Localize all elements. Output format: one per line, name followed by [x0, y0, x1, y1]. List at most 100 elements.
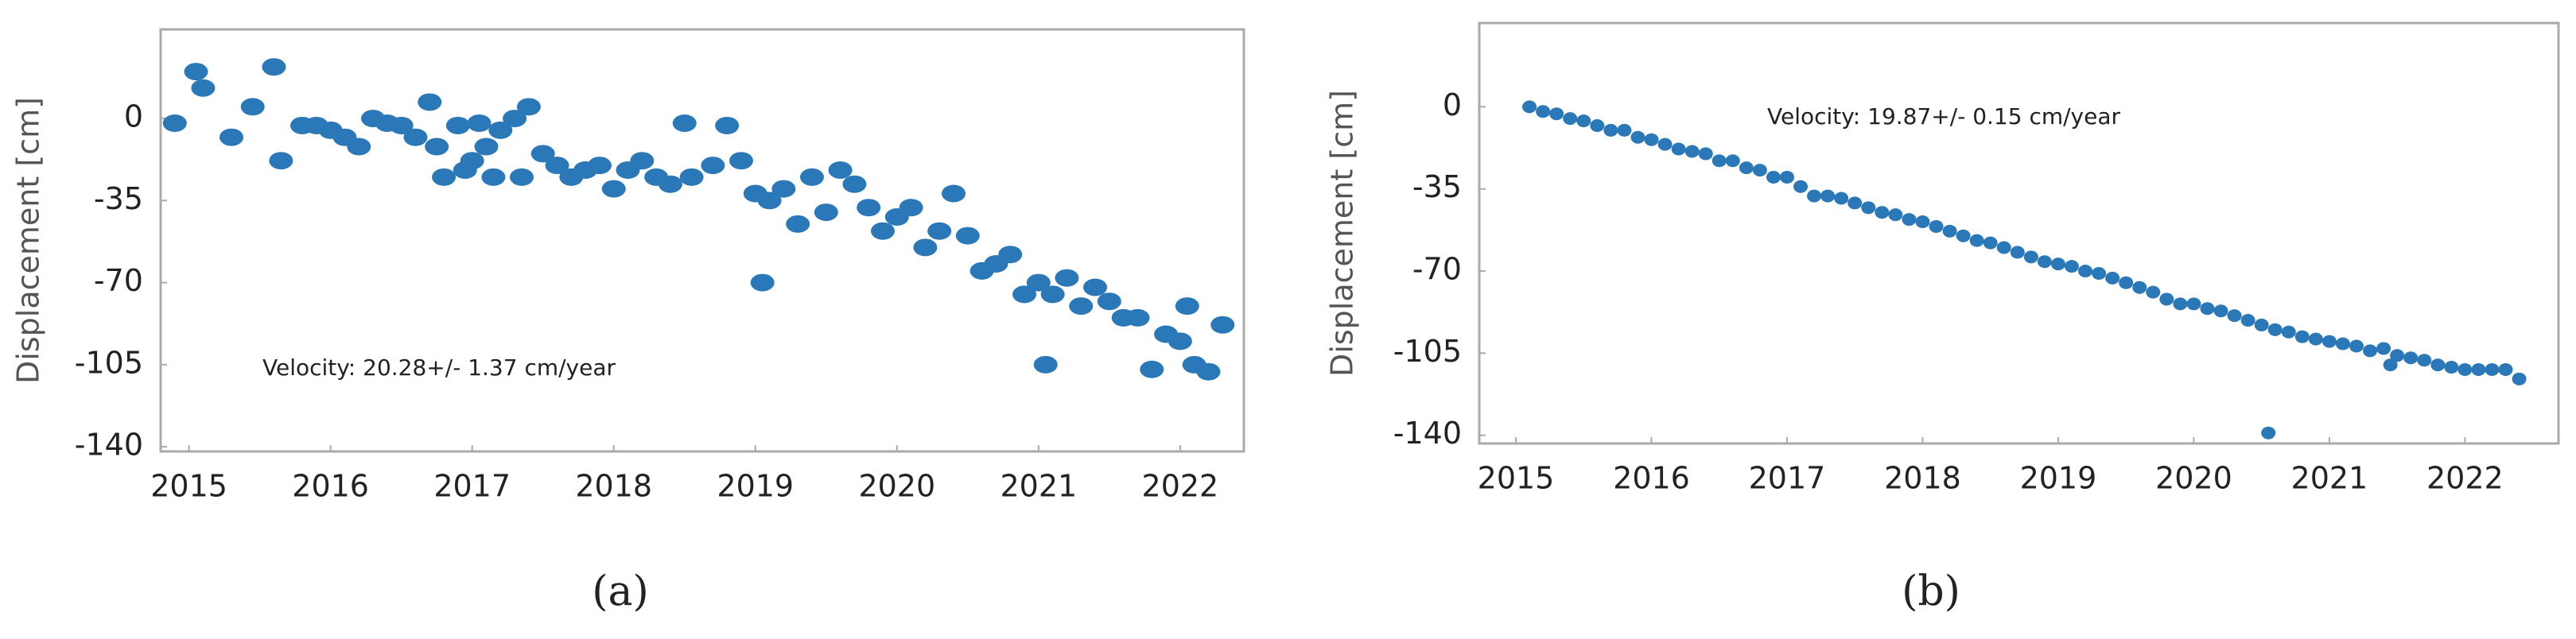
data-point: [899, 199, 923, 217]
data-point: [871, 222, 895, 240]
data-point: [467, 114, 491, 132]
data-point: [240, 98, 265, 116]
data-point: [587, 157, 612, 175]
data-point: [2213, 304, 2228, 318]
data-point: [2261, 426, 2276, 440]
y-tick-label: 0: [1443, 87, 1462, 122]
x-tick-label: 2017: [433, 469, 511, 504]
data-point: [1929, 219, 1944, 233]
data-point: [530, 145, 555, 163]
data-point: [658, 175, 682, 193]
data-point: [545, 157, 569, 175]
data-point: [1012, 285, 1037, 304]
data-point: [1040, 285, 1065, 304]
data-point: [2173, 297, 2188, 311]
data-point: [1847, 196, 1863, 210]
data-point: [1657, 137, 1673, 151]
x-tick-label: 2019: [717, 469, 794, 504]
x-tick-label: 2019: [2020, 461, 2097, 496]
data-point: [2444, 361, 2459, 374]
data-point: [1671, 142, 1686, 156]
data-point: [1140, 360, 1164, 378]
data-point: [1779, 170, 1794, 184]
data-point: [998, 246, 1023, 264]
data-point: [1549, 107, 1564, 121]
data-point: [432, 168, 457, 186]
data-point: [2485, 363, 2500, 377]
data-point: [2281, 325, 2296, 339]
y-tick-label: -70: [94, 263, 143, 298]
data-point: [1630, 130, 1645, 144]
data-point: [510, 168, 534, 186]
data-point: [516, 98, 541, 116]
y-tick-label: -35: [1412, 169, 1462, 204]
data-point: [2010, 246, 2025, 259]
data-point: [2403, 351, 2419, 365]
data-point: [1942, 224, 1957, 238]
data-point: [1175, 297, 1199, 316]
data-point: [1834, 192, 1849, 205]
data-point: [2227, 309, 2242, 323]
data-point: [1026, 273, 1051, 292]
data-point: [1875, 206, 1890, 219]
x-tick-label: 2017: [1749, 461, 1826, 496]
data-point: [842, 175, 867, 193]
data-point: [828, 161, 853, 179]
x-tick-label: 2022: [1142, 469, 1219, 504]
data-point: [729, 152, 753, 170]
data-point: [2335, 337, 2350, 350]
y-tick-label: -105: [1393, 334, 1462, 369]
data-point: [418, 93, 442, 111]
x-tick-label: 2015: [1478, 461, 1555, 496]
data-point: [786, 215, 810, 233]
data-point: [162, 114, 187, 132]
data-point: [1097, 292, 1121, 311]
data-point: [1725, 154, 1740, 168]
data-point: [1698, 147, 1713, 161]
data-point: [2092, 266, 2107, 280]
data-point: [771, 180, 796, 198]
data-point: [2430, 358, 2446, 372]
y-tick-label: 0: [124, 99, 143, 134]
x-tick-label: 2022: [2426, 461, 2504, 496]
data-point: [2390, 349, 2405, 362]
x-tick-label: 2018: [1884, 461, 1961, 496]
data-point: [2146, 285, 2161, 299]
data-point: [942, 184, 966, 203]
subfigure-label: (a): [592, 568, 649, 616]
y-tick-label: -70: [1412, 252, 1462, 287]
x-tick-label: 2016: [1613, 461, 1690, 496]
data-point: [1055, 269, 1079, 287]
data-point: [1956, 229, 1971, 242]
data-point: [2457, 363, 2473, 377]
data-point: [2267, 323, 2283, 336]
subfigure-label: (b): [1902, 568, 1960, 616]
y-tick-label: -140: [1393, 416, 1462, 451]
data-point: [2308, 332, 2323, 346]
data-point: [1522, 100, 1537, 114]
data-point: [927, 222, 952, 240]
x-tick-label: 2020: [858, 469, 935, 504]
x-tick-label: 2018: [575, 469, 652, 504]
data-point: [1739, 161, 1754, 175]
data-point: [425, 137, 449, 156]
data-point: [913, 238, 938, 257]
data-point: [2159, 292, 2174, 306]
data-point: [1793, 180, 1809, 193]
data-point: [403, 128, 428, 146]
data-point: [2363, 344, 2378, 358]
data-point: [701, 157, 725, 175]
data-point: [715, 116, 740, 134]
y-axis-label: Displacement [cm]: [11, 97, 46, 384]
data-point: [1644, 133, 1659, 146]
data-point: [2383, 358, 2398, 372]
x-tick-label: 2021: [2291, 461, 2368, 496]
data-point: [814, 203, 838, 222]
data-point: [1969, 234, 1984, 247]
data-point: [2037, 255, 2052, 269]
data-point: [474, 137, 499, 156]
x-tick-label: 2015: [150, 469, 227, 504]
data-point: [857, 199, 881, 217]
data-point: [672, 114, 697, 132]
x-tick-label: 2020: [2155, 461, 2232, 496]
